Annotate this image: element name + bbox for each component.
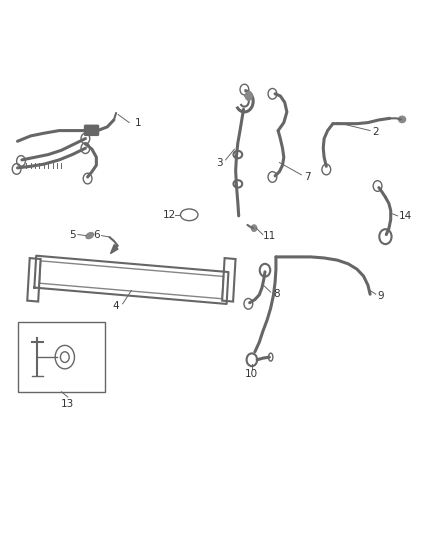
Text: 8: 8 <box>273 289 280 299</box>
Text: 2: 2 <box>372 127 379 137</box>
FancyArrow shape <box>110 245 118 254</box>
Text: 4: 4 <box>113 302 120 311</box>
Text: 14: 14 <box>399 211 412 221</box>
Text: 6: 6 <box>93 230 100 239</box>
Text: 10: 10 <box>245 369 258 379</box>
Ellipse shape <box>399 116 406 123</box>
Text: 11: 11 <box>263 231 276 241</box>
Text: 9: 9 <box>378 291 385 301</box>
Circle shape <box>251 225 257 231</box>
Ellipse shape <box>86 232 94 239</box>
Bar <box>18 322 105 392</box>
Text: 13: 13 <box>61 399 74 409</box>
Text: 5: 5 <box>69 230 76 239</box>
Circle shape <box>245 92 252 100</box>
Bar <box>27 258 41 302</box>
Text: 12: 12 <box>163 210 176 220</box>
Bar <box>222 258 236 302</box>
Text: 7: 7 <box>304 172 311 182</box>
FancyBboxPatch shape <box>85 125 99 135</box>
Text: 3: 3 <box>215 158 223 167</box>
Text: 1: 1 <box>134 118 141 127</box>
